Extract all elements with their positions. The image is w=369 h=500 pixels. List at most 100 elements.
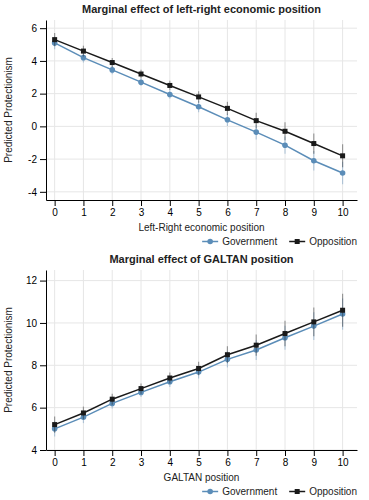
grid-line xyxy=(46,126,357,127)
tick-label: 0 xyxy=(52,207,58,218)
tick-mark xyxy=(55,200,56,206)
grid-line xyxy=(112,270,113,450)
plot-area: 0123456789104681012 xyxy=(26,270,358,468)
tick: -4 xyxy=(28,187,46,198)
tick: 0 xyxy=(52,450,58,468)
tick-mark xyxy=(199,450,200,456)
point xyxy=(167,83,172,88)
y-axis: -4-20246 xyxy=(28,21,46,201)
tick: 6 xyxy=(31,402,46,413)
point xyxy=(52,37,57,42)
tick: 7 xyxy=(254,200,260,218)
point xyxy=(225,106,230,111)
point xyxy=(311,158,317,164)
tick-label: -2 xyxy=(28,154,37,165)
legend-marker xyxy=(295,239,300,244)
tick-mark xyxy=(40,94,46,95)
grid-line xyxy=(141,270,142,450)
grid xyxy=(46,20,357,200)
grid-line xyxy=(141,20,142,200)
grid-line xyxy=(313,20,314,200)
tick: 8 xyxy=(283,200,289,218)
tick-label: 4 xyxy=(31,445,37,456)
point xyxy=(52,422,57,427)
axis-line xyxy=(46,21,47,201)
line xyxy=(55,314,343,429)
grid-line xyxy=(342,270,343,450)
point xyxy=(196,104,202,110)
tick-label: 9 xyxy=(312,207,318,218)
tick-label: 2 xyxy=(31,88,37,99)
legend-label: Government xyxy=(222,486,277,497)
tick-mark xyxy=(314,450,315,456)
panel: 0123456789104681012Marginal effect of GA… xyxy=(3,253,358,497)
line xyxy=(55,43,343,173)
legend-item: Government xyxy=(202,236,277,247)
tick-label: 10 xyxy=(26,318,38,329)
tick: 7 xyxy=(254,450,260,468)
series xyxy=(52,33,345,167)
point xyxy=(282,142,288,148)
grid-line xyxy=(54,20,55,200)
title: Marginal effect of GALTAN position xyxy=(109,253,293,265)
point xyxy=(110,397,115,402)
point xyxy=(340,308,345,313)
tick-label: 8 xyxy=(283,457,289,468)
tick-label: 1 xyxy=(81,457,87,468)
line xyxy=(55,40,343,156)
grid-line xyxy=(83,270,84,450)
tick: 2 xyxy=(110,450,116,468)
tick: 1 xyxy=(81,200,87,218)
grid-line xyxy=(46,365,357,366)
legend-marker xyxy=(207,239,213,245)
panel: 012345678910-4-20246Marginal effect of l… xyxy=(3,3,358,247)
point xyxy=(196,94,201,99)
tick-label: 4 xyxy=(168,457,174,468)
tick-label: 2 xyxy=(110,207,116,218)
tick: 12 xyxy=(26,275,46,286)
point xyxy=(81,49,86,54)
tick-label: 10 xyxy=(338,207,350,218)
legend: GovernmentOpposition xyxy=(202,236,357,247)
x-axis: 012345678910 xyxy=(47,200,358,218)
tick: 8 xyxy=(31,360,46,371)
series xyxy=(52,37,346,184)
tick-mark xyxy=(170,450,171,456)
tick-mark xyxy=(40,450,46,451)
y-axis: 4 6 8 10 12 xyxy=(26,271,47,456)
tick: 2 xyxy=(31,88,46,99)
tick: 6 xyxy=(225,450,231,468)
point xyxy=(167,376,172,381)
tick-label: 7 xyxy=(254,207,260,218)
grid-line xyxy=(46,450,357,451)
tick-label: 5 xyxy=(196,207,202,218)
x-axis: 012345678910 xyxy=(47,450,358,468)
tick-mark xyxy=(285,450,286,456)
tick: 0 xyxy=(52,200,58,218)
tick-label: 9 xyxy=(312,457,318,468)
tick-mark xyxy=(40,281,46,282)
tick-mark xyxy=(40,28,46,29)
point xyxy=(340,153,345,158)
title: Marginal effect of left-right economic p… xyxy=(82,3,321,15)
tick-label: 3 xyxy=(139,207,145,218)
tick: 3 xyxy=(139,450,145,468)
tick: 10 xyxy=(338,200,350,218)
point xyxy=(81,410,86,415)
grid-line xyxy=(46,191,357,192)
tick-mark xyxy=(55,450,56,456)
tick: 5 xyxy=(196,450,202,468)
tick-mark xyxy=(199,200,200,206)
grid-line xyxy=(198,270,199,450)
marks xyxy=(52,33,346,184)
tick: 4 xyxy=(168,200,174,218)
point xyxy=(253,129,259,135)
grid-line xyxy=(169,270,170,450)
tick-mark xyxy=(314,200,315,206)
tick-mark xyxy=(112,450,113,456)
grid-line xyxy=(313,270,314,450)
tick-mark xyxy=(40,365,46,366)
point xyxy=(139,386,144,391)
marks xyxy=(52,294,346,437)
tick-label: 2 xyxy=(110,457,116,468)
